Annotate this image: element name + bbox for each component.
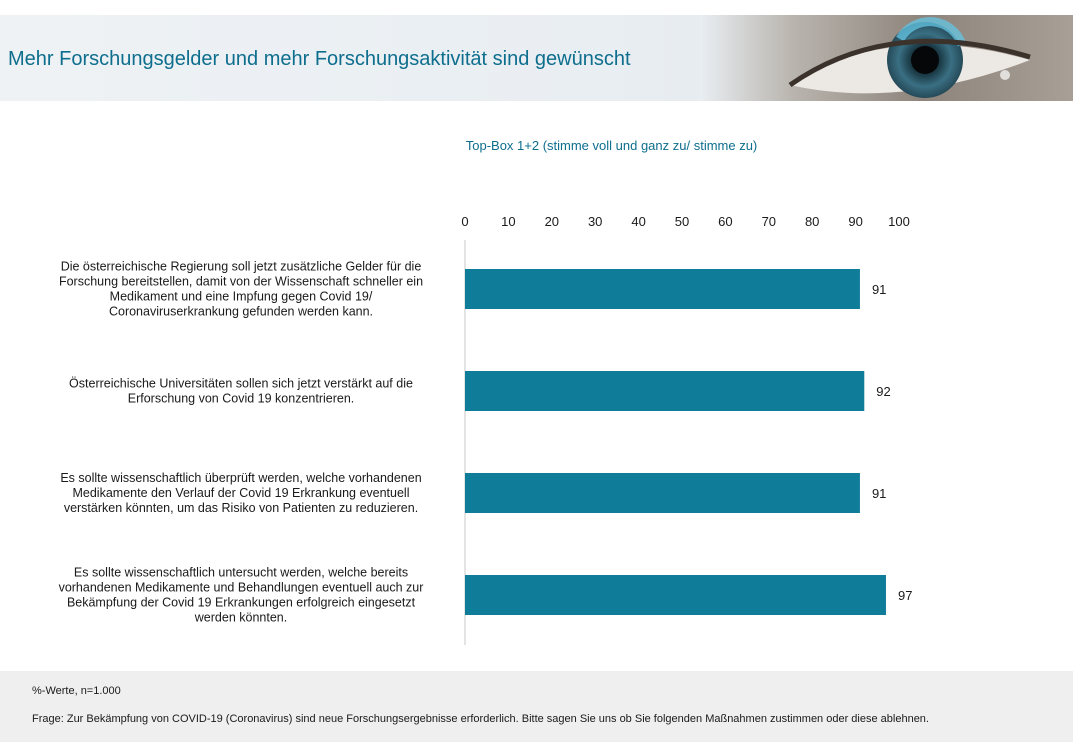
page-title: Mehr Forschungsgelder und mehr Forschung… [8,48,631,70]
category-label: verstärken könnten, um das Risiko von Pa… [64,501,418,515]
bar [465,473,860,513]
category-label: Medikamente den Verlauf der Covid 19 Erk… [72,486,409,500]
bar [465,575,886,615]
data-label: 91 [872,486,886,501]
tick-label: 60 [718,214,732,229]
tick-label: 20 [545,214,559,229]
footer-band [0,671,1073,742]
category-label: Bekämpfung der Covid 19 Erkrankungen erf… [67,596,416,610]
bar [465,269,860,309]
tick-label: 10 [501,214,515,229]
bar [465,371,865,411]
data-label: 92 [876,384,890,399]
category-label: Es sollte wissenschaftlich untersucht we… [74,566,408,580]
eye-image [700,15,1073,101]
category-label: werden könnten. [194,611,287,625]
data-label: 91 [872,282,886,297]
data-label: 97 [898,588,912,603]
tick-label: 70 [762,214,776,229]
category-label: Medikament und eine Impfung gegen Covid … [110,290,373,304]
category-label: Erforschung von Covid 19 konzentrieren. [128,392,355,406]
tick-label: 30 [588,214,602,229]
tick-label: 0 [461,214,468,229]
category-label: Es sollte wissenschaftlich überprüft wer… [60,471,421,485]
sample-note: %-Werte, n=1.000 [32,685,121,697]
tick-label: 100 [888,214,910,229]
tick-label: 90 [848,214,862,229]
category-label: vorhandenen Medikamente und Behandlungen… [59,581,424,595]
category-label: Forschung bereitstellen, damit von der W… [59,275,423,289]
chart-subtitle: Top-Box 1+2 (stimme voll und ganz zu/ st… [465,138,758,153]
category-label: Coronaviruserkrankung gefunden werden ka… [109,305,373,319]
question-text: Frage: Zur Bekämpfung von COVID-19 (Coro… [32,713,929,725]
tick-label: 80 [805,214,819,229]
category-label: Österreichische Universitäten sollen sic… [69,377,413,391]
tick-label: 50 [675,214,689,229]
tick-label: 40 [631,214,645,229]
category-label: Die österreichische Regierung soll jetzt… [61,260,422,274]
